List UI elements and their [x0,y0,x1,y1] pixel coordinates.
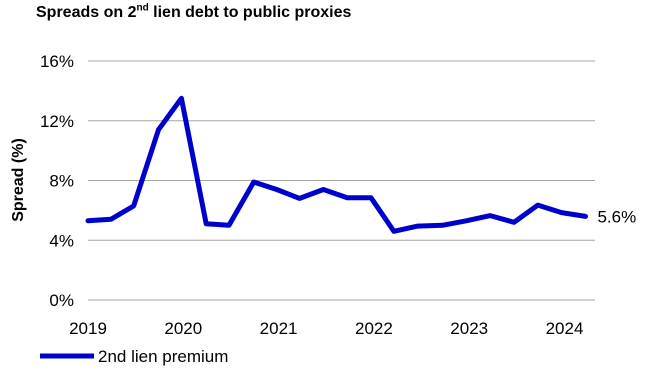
end-value-label: 5.6% [597,207,636,226]
x-tick-label: 2020 [164,319,202,338]
x-tick-label: 2019 [69,319,107,338]
y-tick-label: 0% [49,291,74,310]
y-tick-label: 16% [40,52,74,71]
legend: 2nd lien premium [40,347,228,366]
y-tick-label: 8% [49,172,74,191]
gridlines [88,60,595,301]
y-axis-label: Spread (%) [10,138,27,222]
x-tick-label: 2023 [450,319,488,338]
legend-label: 2nd lien premium [98,347,228,366]
series-line-2nd-lien-premium [85,95,588,234]
y-tick-label: 12% [40,112,74,131]
y-axis-ticks: 0% 4% 8% 12% 16% [40,52,74,310]
y-tick-label: 4% [49,231,74,250]
title-superscript: nd [136,2,149,14]
x-tick-label: 2022 [355,319,393,338]
x-tick-label: 2021 [260,319,298,338]
x-tick-label: 2024 [546,319,584,338]
x-axis-ticks: 2019 2020 2021 2022 2023 2024 [69,319,583,338]
chart-title: Spreads on 2nd lien debt to public proxi… [36,2,352,21]
